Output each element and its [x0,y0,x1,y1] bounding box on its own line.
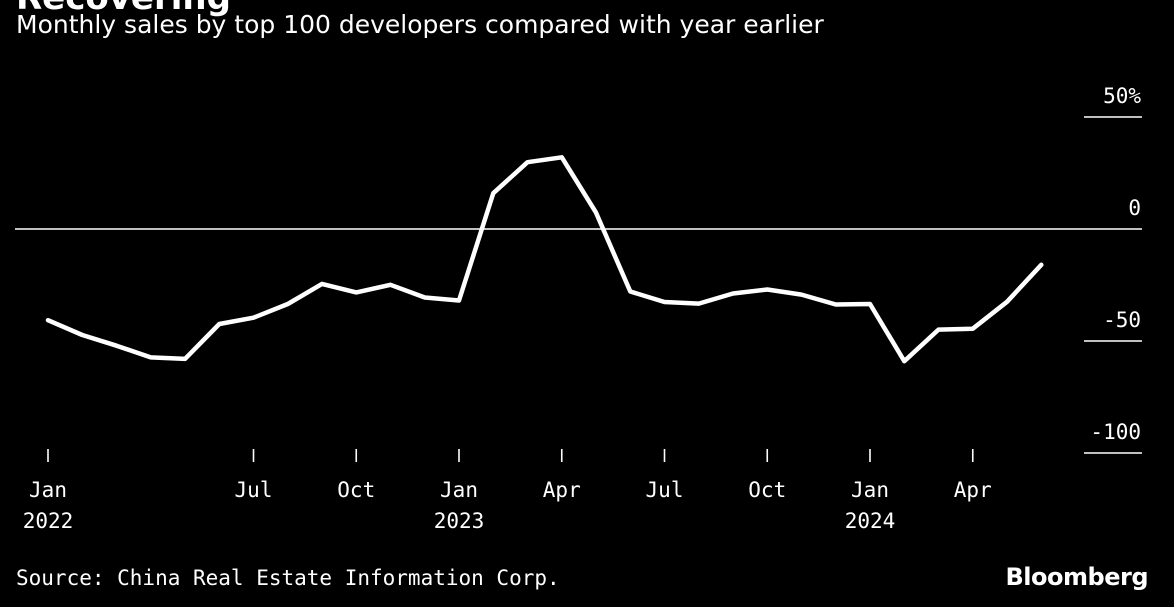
x-tick-label: Apr [954,478,992,502]
y-tick-label: -100 [1090,420,1141,444]
x-tick-label: Jan [29,478,67,502]
x-tick-label: Jul [235,478,273,502]
series-line-0 [45,155,1044,364]
x-tick-label: Jan [440,478,478,502]
chart-subtitle: Monthly sales by top 100 developers comp… [16,10,824,39]
y-tick-label: 0 [1128,196,1141,220]
y-tick-label: -50 [1103,308,1141,332]
series-layer [45,155,1044,364]
x-tick-label: Oct [337,478,375,502]
axis-layer: 50% 0 -50 -100 Jan 2022 Jul Oct Jan 2023 Apr Jul Oct… [15,84,1142,533]
x-tick-label: Apr [543,478,581,502]
x-tick-year-label: 2022 [23,509,74,533]
source-note: Source: China Real Estate Information Co… [16,566,560,590]
line-chart: 50% 0 -50 -100 Jan 2022 Jul Oct Jan 2023 Apr Jul Oct… [15,84,1142,533]
chart-title: Recovering [16,0,231,18]
bloomberg-logo: Bloomberg [1005,563,1149,591]
x-tick-label: Jul [646,478,684,502]
y-tick-label: 50% [1103,84,1141,108]
x-tick-year-label: 2024 [845,509,896,533]
x-tick-label: Jan [851,478,889,502]
x-tick-year-label: 2023 [434,509,485,533]
x-tick-label: Oct [748,478,786,502]
